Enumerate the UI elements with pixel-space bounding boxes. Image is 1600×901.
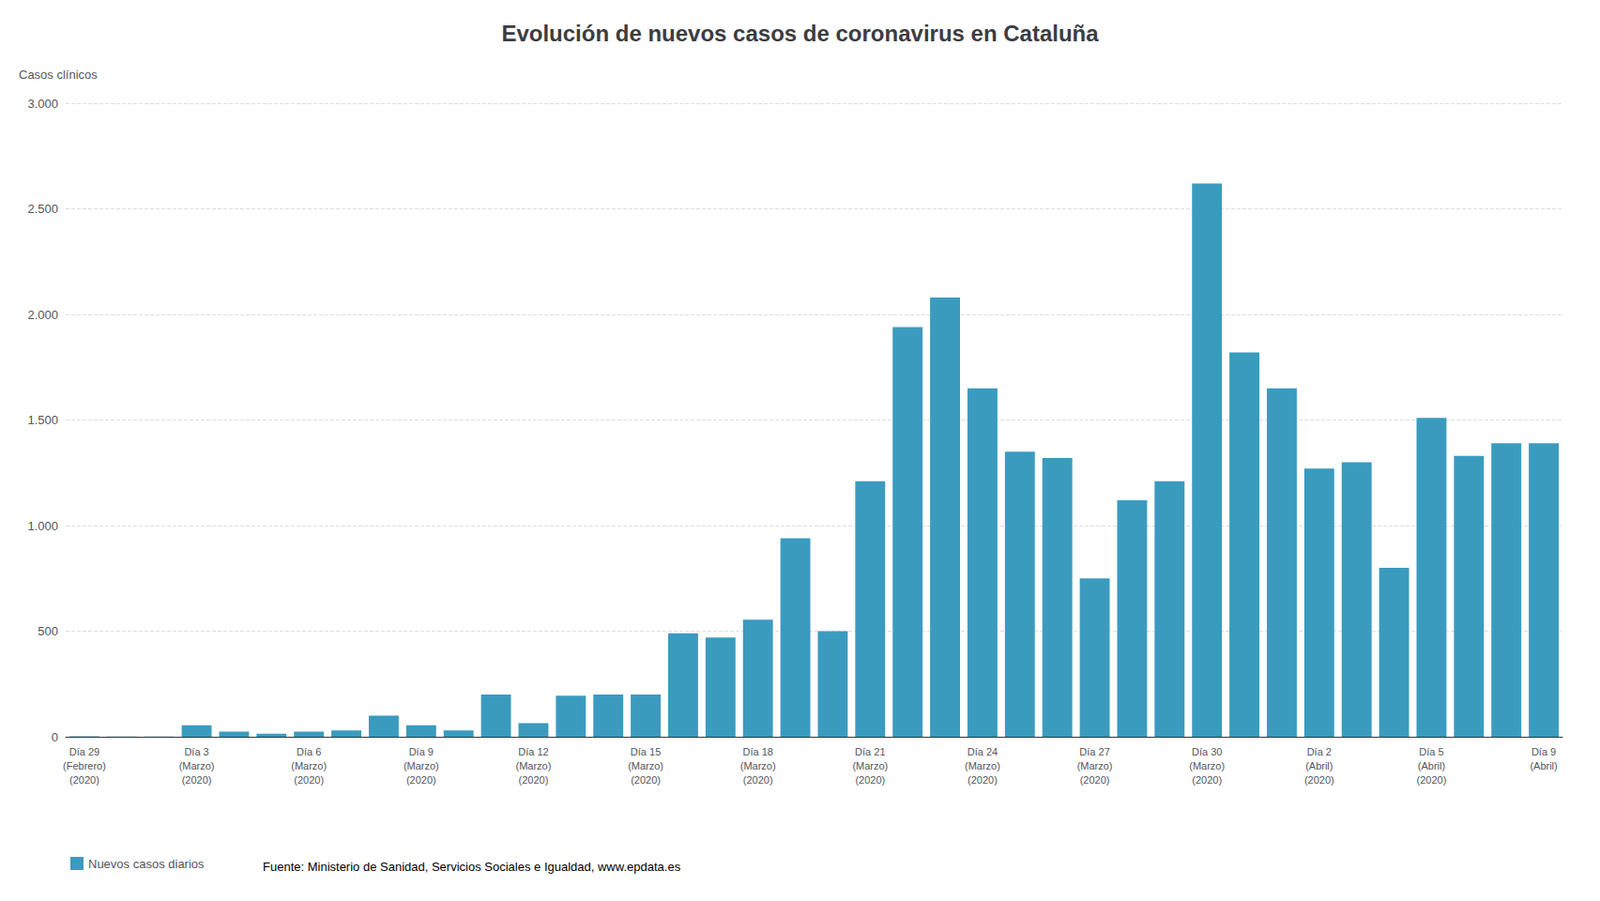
svg-text:Día 5: Día 5 [1418,746,1444,758]
svg-text:0: 0 [51,730,59,745]
svg-text:(Marzo): (Marzo) [515,760,551,772]
svg-text:Día 2: Día 2 [1307,746,1332,758]
svg-text:Día 30: Día 30 [1191,746,1222,758]
svg-text:(2020): (2020) [293,774,324,786]
svg-text:(Marzo): (Marzo) [1188,760,1225,772]
svg-text:(Marzo): (Marzo) [852,760,888,772]
svg-text:2.500: 2.500 [27,201,59,216]
svg-text:Día 18: Día 18 [742,746,773,758]
svg-text:(Marzo): (Marzo) [627,760,664,772]
svg-text:Día 6: Día 6 [296,746,321,758]
svg-text:(Abril): (Abril) [1417,760,1446,772]
svg-text:(2020): (2020) [630,774,661,786]
svg-text:(2020): (2020) [967,774,998,786]
svg-text:Día 9: Día 9 [1531,746,1556,758]
svg-text:(Marzo): (Marzo) [403,760,440,772]
svg-text:3.000: 3.000 [27,96,59,111]
svg-text:(2020): (2020) [1304,774,1335,786]
svg-text:(Marzo): (Marzo) [290,760,327,772]
svg-text:Día 24: Día 24 [967,746,998,758]
svg-text:Día 29: Día 29 [69,746,100,758]
svg-text:(2020): (2020) [1417,774,1448,786]
svg-text:(Marzo): (Marzo) [179,760,215,772]
svg-text:(2020): (2020) [69,774,100,786]
svg-text:(Marzo): (Marzo) [964,760,1001,772]
svg-text:Casos clínicos: Casos clínicos [18,67,98,82]
svg-text:(Abril): (Abril) [1305,760,1333,772]
svg-text:(2020): (2020) [406,774,437,786]
svg-text:2.000: 2.000 [27,307,59,322]
svg-text:Fuente: Ministerio de Sanidad,: Fuente: Ministerio de Sanidad, Servicios… [262,859,682,874]
svg-text:(Marzo): (Marzo) [1077,760,1113,772]
svg-text:(Febrero): (Febrero) [62,760,107,772]
svg-text:Día 27: Día 27 [1079,746,1110,758]
svg-text:(2020): (2020) [182,774,213,786]
svg-text:(2020): (2020) [1191,774,1222,786]
svg-text:Día 12: Día 12 [518,746,549,758]
svg-text:(Abril): (Abril) [1529,760,1557,772]
svg-text:(2020): (2020) [518,774,549,786]
svg-text:(2020): (2020) [743,774,774,786]
svg-text:Día 15: Día 15 [630,746,661,758]
svg-text:Evolución de nuevos casos de c: Evolución de nuevos casos de coronavirus… [501,20,1099,46]
svg-text:500: 500 [37,624,59,639]
svg-text:Día 9: Día 9 [409,746,434,758]
svg-text:(Marzo): (Marzo) [740,760,777,772]
svg-text:(2020): (2020) [854,774,885,786]
svg-text:Día 3: Día 3 [183,746,209,758]
svg-text:1.500: 1.500 [27,412,59,427]
svg-text:Día 21: Día 21 [854,746,885,758]
svg-text:1.000: 1.000 [27,518,59,534]
svg-text:(2020): (2020) [1080,774,1111,786]
svg-text:Nuevos casos diarios: Nuevos casos diarios [88,856,205,871]
